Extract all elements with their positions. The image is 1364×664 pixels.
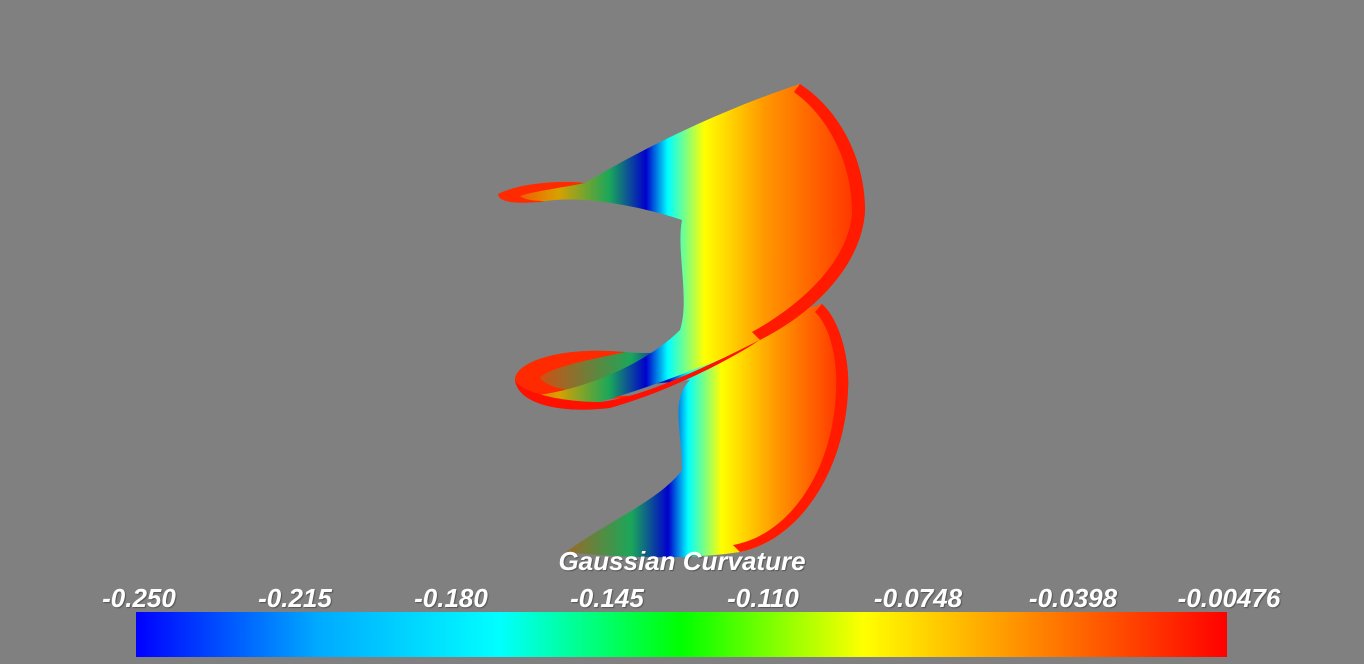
tick-label-7: -0.00476 — [1177, 583, 1281, 613]
tick-label-5: -0.0748 — [873, 583, 963, 613]
tick-label-1: -0.215 — [258, 583, 332, 613]
tick-label-6: -0.0398 — [1028, 583, 1118, 613]
helicoid-lower-turn — [515, 304, 849, 558]
tick-label-2: -0.180 — [414, 583, 488, 613]
scalar-color-bar — [136, 612, 1227, 657]
tick-label-3: -0.145 — [570, 583, 644, 613]
tick-label-4: -0.110 — [727, 583, 799, 613]
scalar-bar-title: Gaussian Curvature — [558, 546, 806, 576]
tick-label-0: -0.250 — [102, 583, 176, 613]
